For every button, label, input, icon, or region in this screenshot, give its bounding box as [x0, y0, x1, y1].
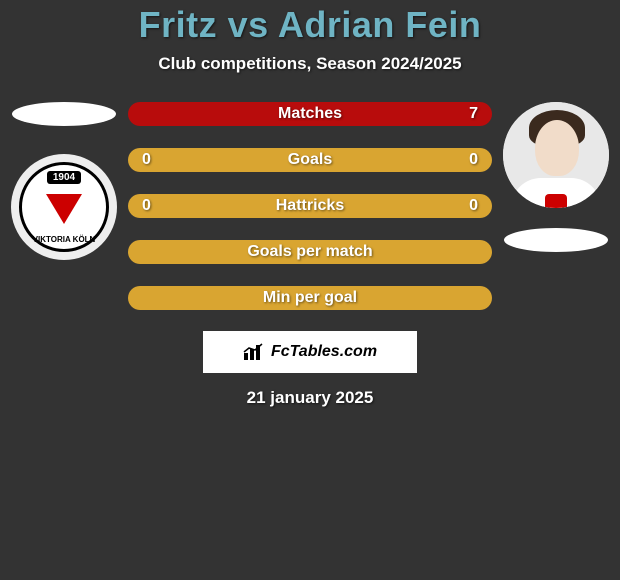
right-player-column: [500, 102, 612, 252]
stat-goals-left-value: 0: [142, 151, 151, 169]
main-row: 1904 VIKTORIA KÖLN Matches 7 0 Goals 0 0 Hattr…: [0, 102, 620, 310]
stat-goals-label: Goals: [288, 151, 332, 169]
club-v-icon: [46, 194, 82, 224]
stat-goals-right-value: 0: [469, 151, 478, 169]
stat-goals-per-match-label: Goals per match: [247, 243, 372, 261]
stats-column: Matches 7 0 Goals 0 0 Hattricks 0 Goals per matc…: [128, 102, 492, 310]
club-name-small: VIKTORIA KÖLN: [33, 235, 96, 244]
left-player-column: 1904 VIKTORIA KÖLN: [8, 102, 120, 280]
date-label: 21 january 2025: [0, 388, 620, 408]
stat-hattricks-left-value: 0: [142, 197, 151, 215]
left-player-avatar-placeholder: [12, 102, 116, 126]
comparison-card: Fritz vs Adrian Fein Club competitions, …: [0, 0, 620, 408]
player-photo-icon: [503, 102, 609, 208]
stat-goals: 0 Goals 0: [128, 148, 492, 172]
left-club-badge-container: 1904 VIKTORIA KÖLN: [11, 154, 117, 260]
brand-text: FcTables.com: [271, 343, 377, 361]
stat-matches: Matches 7: [128, 102, 492, 126]
stat-matches-right-value: 7: [469, 105, 478, 123]
stat-hattricks-label: Hattricks: [276, 197, 344, 215]
right-player-avatar: [503, 102, 609, 208]
stat-min-per-goal: Min per goal: [128, 286, 492, 310]
stat-hattricks: 0 Hattricks 0: [128, 194, 492, 218]
right-club-badge-placeholder: [504, 228, 608, 252]
brand-attribution: FcTables.com: [202, 330, 418, 374]
stat-min-per-goal-label: Min per goal: [263, 289, 357, 307]
club-badge-icon: 1904 VIKTORIA KÖLN: [19, 162, 109, 252]
chart-icon: [243, 343, 265, 361]
stat-hattricks-right-value: 0: [469, 197, 478, 215]
stat-goals-per-match: Goals per match: [128, 240, 492, 264]
club-year: 1904: [47, 171, 81, 184]
page-subtitle: Club competitions, Season 2024/2025: [0, 54, 620, 74]
page-title: Fritz vs Adrian Fein: [0, 4, 620, 46]
stat-matches-label: Matches: [278, 105, 342, 123]
